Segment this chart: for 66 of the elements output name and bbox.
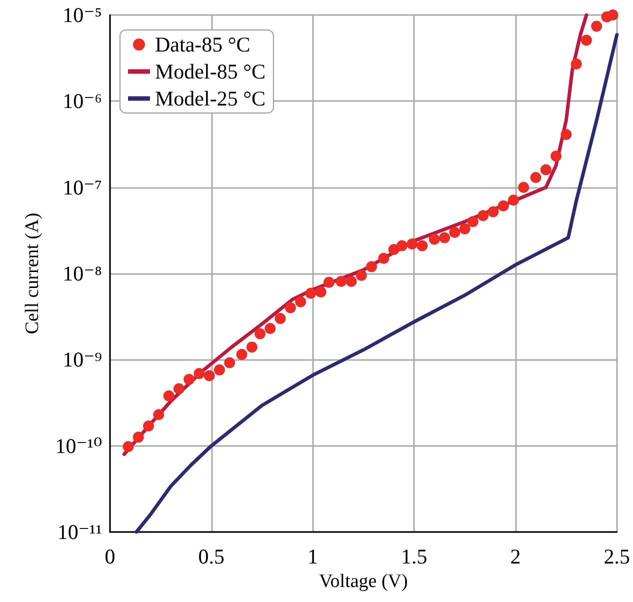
x-tick-label: 0 [104, 544, 116, 568]
legend-label: Model-25 °C [155, 86, 266, 110]
point [346, 276, 357, 287]
point [540, 164, 552, 176]
point [607, 10, 618, 20]
point [508, 194, 519, 206]
y-axis-title: Cell current (A) [22, 212, 43, 334]
point [295, 296, 306, 308]
point [449, 226, 460, 238]
x-tick-label: 0.5 [198, 544, 224, 568]
y-tick-label: 10⁻¹⁰ [55, 434, 102, 458]
point [323, 276, 334, 288]
point [591, 20, 602, 32]
legend-label: Model-85 °C [155, 60, 266, 84]
point [580, 34, 592, 46]
point [315, 286, 326, 298]
point [416, 240, 428, 252]
point [478, 210, 489, 222]
point [560, 129, 572, 140]
point [366, 261, 378, 272]
point [406, 238, 418, 250]
point [378, 252, 390, 264]
point [122, 441, 134, 452]
x-tick-label: 1.5 [401, 544, 428, 568]
point [439, 232, 450, 244]
x-tick-label: 2 [510, 544, 521, 568]
point [274, 313, 286, 324]
point [236, 348, 248, 360]
y-tick-label: 10⁻⁷ [62, 175, 102, 200]
x-tick-label: 1 [308, 544, 318, 568]
point [428, 234, 440, 245]
point [194, 368, 205, 380]
y-tick-label: 10⁻⁶ [62, 89, 102, 114]
point [143, 420, 154, 432]
point [204, 370, 215, 382]
point [153, 409, 164, 420]
point [264, 323, 276, 334]
point [224, 357, 236, 368]
point [550, 150, 562, 162]
point [570, 58, 582, 70]
point [336, 276, 347, 287]
point [173, 383, 184, 394]
point [284, 302, 296, 314]
point [459, 223, 470, 234]
legend-label: Data-85 °C [155, 32, 250, 56]
point [518, 182, 530, 193]
x-axis-title: Voltage (V) [319, 570, 408, 592]
y-tick-label: 10⁻⁹ [62, 348, 102, 372]
point [254, 328, 266, 340]
point [246, 342, 258, 353]
y-tick-label: 10⁻¹¹ [57, 520, 102, 544]
y-tick-label: 10⁻⁸ [62, 262, 102, 286]
x-tick-label: 2.5 [604, 544, 630, 568]
point [396, 240, 408, 252]
point [498, 200, 509, 212]
y-tick-label: 10⁻⁵ [62, 3, 102, 27]
point [163, 390, 174, 402]
point [132, 432, 144, 443]
point [305, 288, 316, 299]
point [467, 216, 478, 228]
point [184, 374, 195, 385]
point [356, 270, 367, 281]
point [214, 364, 225, 376]
point [530, 172, 542, 184]
point [488, 206, 499, 218]
line-series [134, 32, 619, 534]
